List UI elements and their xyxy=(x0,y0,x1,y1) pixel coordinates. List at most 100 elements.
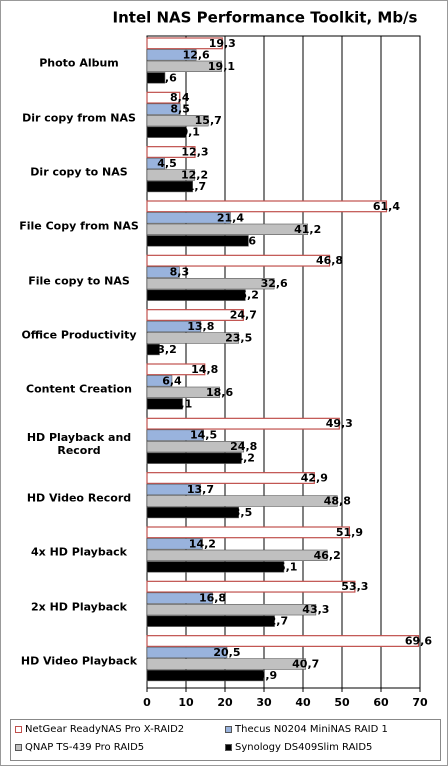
value-label: 12,2 xyxy=(181,168,208,181)
category-label: Photo Album xyxy=(39,56,119,70)
bar xyxy=(146,115,209,127)
x-tick-label: 40 xyxy=(295,696,311,709)
bar xyxy=(146,363,206,376)
bar xyxy=(146,506,239,519)
bar xyxy=(146,526,351,539)
bar xyxy=(146,580,356,593)
value-label: 32,6 xyxy=(261,277,288,290)
value-label: 24,2 xyxy=(228,452,255,465)
value-label: 42,9 xyxy=(301,471,328,484)
bar xyxy=(146,126,187,138)
value-label: 40,7 xyxy=(292,657,319,670)
bar xyxy=(146,646,228,659)
value-label: 25,2 xyxy=(232,289,259,302)
plot-area xyxy=(146,35,421,689)
value-label: 9,1 xyxy=(173,397,193,410)
bar xyxy=(146,669,264,682)
value-label: 4,5 xyxy=(157,157,177,170)
bar xyxy=(146,309,244,321)
bar xyxy=(146,483,201,496)
bar xyxy=(146,289,246,301)
value-label: 51,9 xyxy=(336,526,363,539)
value-label: 26 xyxy=(241,234,257,247)
bar xyxy=(146,604,317,616)
value-label: 12,6 xyxy=(183,48,210,61)
bar xyxy=(146,49,197,61)
x-tick-label: 60 xyxy=(373,696,389,709)
legend-swatch xyxy=(225,744,232,751)
value-label: 19,3 xyxy=(209,37,236,50)
category-label: HD Video Record xyxy=(26,491,132,505)
value-label: 48,8 xyxy=(324,494,351,507)
bar xyxy=(146,180,193,193)
legend-label: Synology DS409Slim RAID5 xyxy=(235,742,373,753)
bar xyxy=(146,386,220,398)
bar xyxy=(146,200,388,213)
bar xyxy=(146,235,249,247)
category-label: HD Video Playback xyxy=(20,654,138,668)
legend-entry: Synology DS409Slim RAID5 xyxy=(225,742,372,753)
bar xyxy=(146,37,223,50)
chart-title: Intel NAS Performance Toolkit, Mb/s xyxy=(113,9,418,27)
bar xyxy=(146,278,275,290)
category-label: HD Playback and Record xyxy=(26,430,132,457)
bar xyxy=(146,635,420,647)
category-label: Dir copy to NAS xyxy=(30,165,128,179)
bar xyxy=(146,615,275,627)
value-label: 24,7 xyxy=(230,308,257,321)
value-label: 15,7 xyxy=(195,114,222,127)
bar xyxy=(146,472,315,484)
x-tick-label: 50 xyxy=(334,696,350,709)
category-label: 4x HD Playback xyxy=(31,545,127,559)
bar xyxy=(146,320,202,333)
value-label: 53,3 xyxy=(341,580,368,593)
value-label: 4,6 xyxy=(157,71,177,84)
bar xyxy=(146,398,183,410)
value-label: 13,8 xyxy=(187,320,214,333)
bar xyxy=(146,343,160,356)
value-label: 13,7 xyxy=(187,483,214,496)
value-label: 14,5 xyxy=(190,429,217,442)
category-label: File copy to NAS xyxy=(28,274,130,287)
legend-swatch xyxy=(225,726,232,733)
x-tick-label: 20 xyxy=(217,696,233,709)
bar xyxy=(146,266,180,278)
bar xyxy=(146,538,203,550)
bar xyxy=(146,169,195,181)
value-label: 69,6 xyxy=(405,634,432,647)
value-label: 6,4 xyxy=(162,374,182,387)
value-label: 16,8 xyxy=(199,592,226,605)
legend-label: QNAP TS-439 Pro RAID5 xyxy=(25,742,145,753)
bar xyxy=(146,254,331,267)
value-label: 21,4 xyxy=(217,211,244,224)
bar xyxy=(146,429,204,441)
bar xyxy=(146,332,239,344)
value-label: 14,8 xyxy=(191,363,218,376)
bar xyxy=(146,452,242,464)
legend-label: Thecus N0204 MiniNAS RAID 1 xyxy=(235,724,388,735)
bar xyxy=(146,441,245,453)
bar xyxy=(146,91,181,104)
bar xyxy=(146,157,165,170)
x-tick-label: 30 xyxy=(256,696,272,709)
legend-entry: QNAP TS-439 Pro RAID5 xyxy=(15,742,144,753)
bar xyxy=(146,549,328,561)
category-label: Dir copy from NAS xyxy=(22,111,136,124)
bar xyxy=(146,658,307,670)
bar xyxy=(146,223,308,235)
value-label: 46,2 xyxy=(314,549,341,562)
value-label: 8,4 xyxy=(170,91,190,104)
value-label: 43,3 xyxy=(302,603,329,616)
legend-label: NetGear ReadyNAS Pro X-RAID2 xyxy=(25,724,185,735)
value-label: 29,9 xyxy=(250,669,277,682)
value-label: 23,5 xyxy=(225,331,252,344)
value-label: 20,5 xyxy=(213,646,240,659)
value-label: 8,3 xyxy=(170,266,190,279)
value-label: 35,1 xyxy=(270,560,297,573)
legend-swatch xyxy=(15,744,22,751)
category-label: 2x HD Playback xyxy=(31,600,127,613)
bar xyxy=(146,561,285,573)
value-label: 23,5 xyxy=(225,506,252,519)
